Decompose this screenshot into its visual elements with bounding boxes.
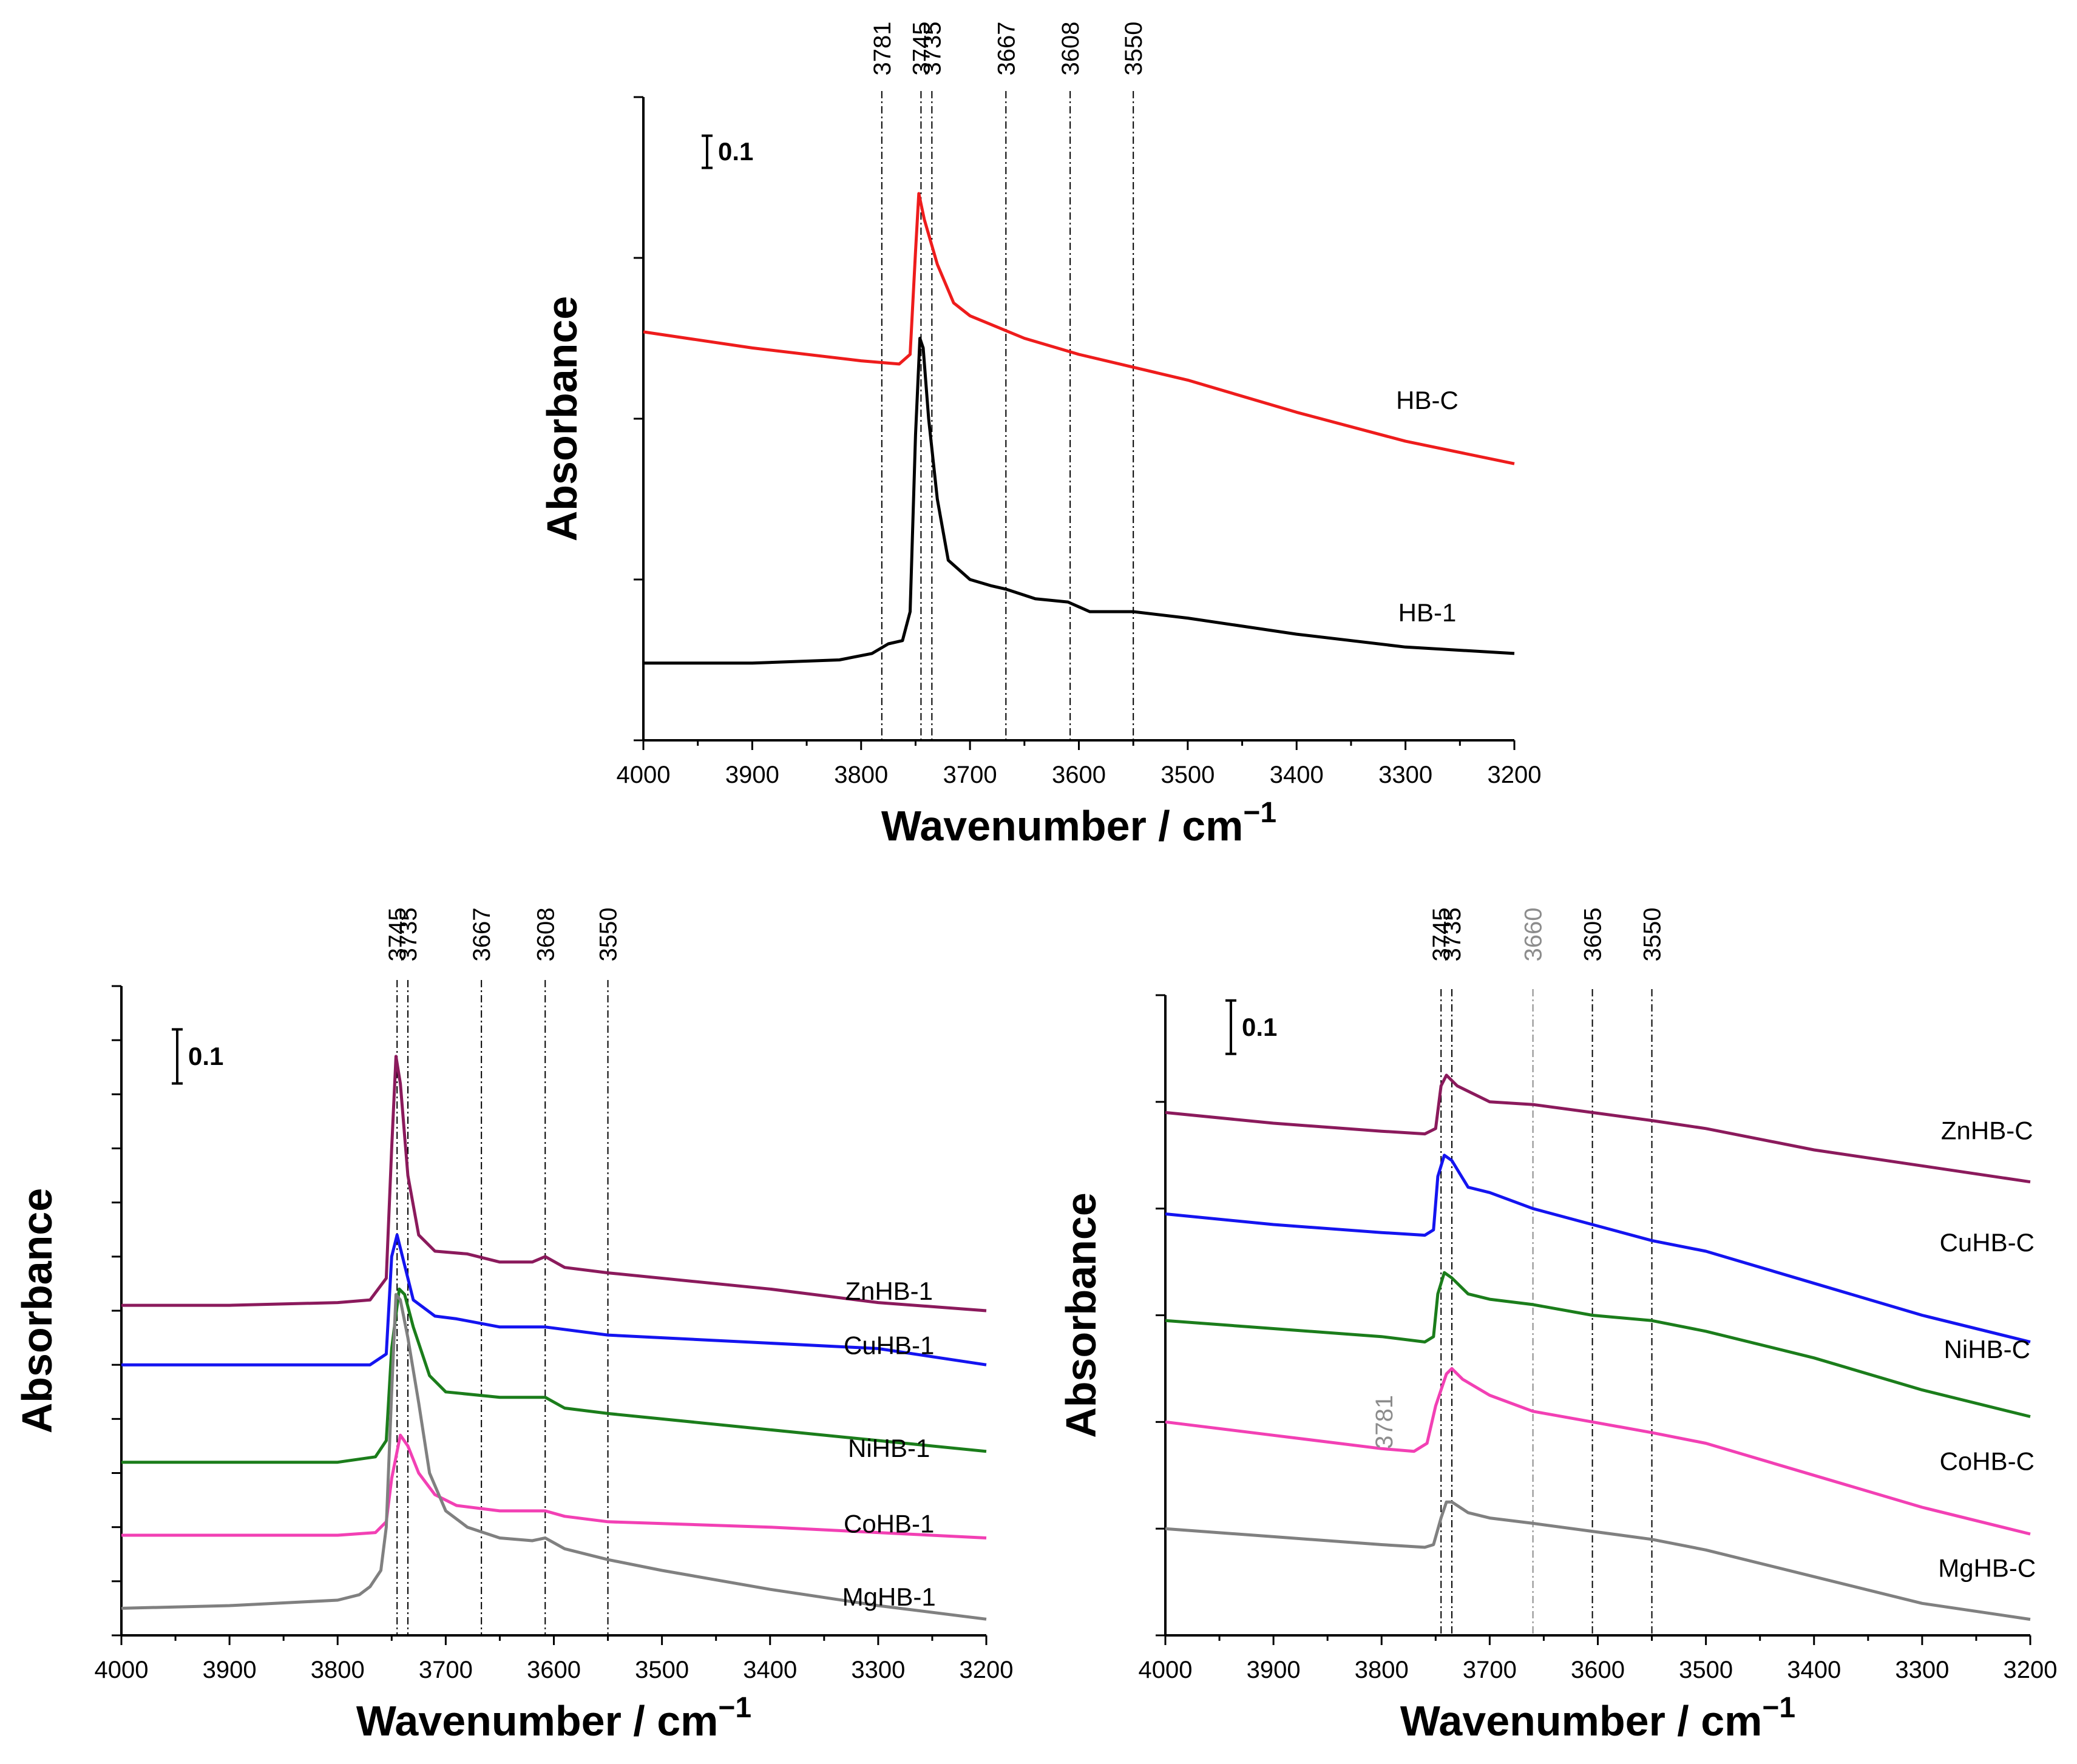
peak-label-3550: 3550: [595, 908, 622, 962]
peak-label-3781: 3781: [869, 22, 896, 76]
x-tick-label: 3600: [1052, 762, 1106, 788]
x-axis-title-text: Wavenumber / cm: [1400, 1697, 1762, 1745]
x-axis-title-text: Wavenumber / cm: [356, 1697, 718, 1745]
series-line-CoHB-1: [121, 1433, 987, 1539]
peak-label-3550: 3550: [1639, 908, 1666, 962]
peak-label-3667: 3667: [469, 908, 495, 962]
series-line-ZnHB-C: [1165, 1073, 2031, 1184]
x-tick-label: 3600: [527, 1657, 581, 1683]
series-line-ZnHB-1: [121, 1055, 987, 1313]
x-tick-label: 3500: [635, 1657, 689, 1683]
x-tick-label: 3800: [1355, 1657, 1409, 1683]
series-label-CoHB-1: CoHB-1: [844, 1510, 934, 1538]
series-label-CuHB-1: CuHB-1: [844, 1331, 934, 1359]
series-label-NiHB-C: NiHB-C: [1944, 1335, 2030, 1364]
panel-bottom-left-m-hb-1: 4000 3900 3800 3700 3600 3500 3400 3300 3200 Wave…: [13, 908, 1013, 1745]
peak-label-3608: 3608: [532, 908, 559, 962]
x-tick-label: 3500: [1160, 762, 1215, 788]
peak-label-3745: 3745: [1428, 908, 1455, 962]
peak-label-3660: 3660: [1520, 908, 1547, 962]
x-axis-title: Wavenumber / cm−1: [881, 797, 1276, 850]
x-tick-label: 3300: [851, 1657, 905, 1683]
x-tick-label: 3900: [1247, 1657, 1301, 1683]
peak-label-3735: 3735: [395, 908, 422, 962]
annotation-3781: 3781: [1371, 1395, 1398, 1449]
x-tick-label: 3700: [419, 1657, 473, 1683]
x-tick-label: 3200: [2004, 1657, 2058, 1683]
panel-bottom-right-m-hb-c: 4000 3900 3800 3700 3600 3500 3400 3300 3200 Wave…: [1057, 908, 2057, 1745]
series-line-NiHB-1: [121, 1287, 987, 1464]
peak-label-3735: 3735: [1439, 908, 1466, 962]
x-axis-title-superscript: −1: [718, 1692, 751, 1724]
x-tick-label: 3700: [943, 762, 997, 788]
x-tick-label: 3600: [1571, 1657, 1625, 1683]
x-tick-label: 3400: [1787, 1657, 1841, 1683]
scale-bar-label: 0.1: [1242, 1013, 1277, 1041]
x-tick-label: 3200: [1488, 762, 1542, 788]
x-tick-label: 3400: [1270, 762, 1324, 788]
series-label-CuHB-C: CuHB-C: [1940, 1228, 2035, 1257]
series-label-HB-1: HB-1: [1398, 598, 1457, 627]
series-line-CuHB-1: [121, 1233, 987, 1367]
x-tick-label: 3900: [725, 762, 779, 788]
peak-label-3745: 3745: [908, 22, 935, 76]
x-tick-label: 3200: [960, 1657, 1014, 1683]
series-line-HB-1: [643, 337, 1515, 665]
scale-bar-label: 0.1: [188, 1042, 223, 1070]
series-label-HB-C: HB-C: [1396, 386, 1459, 414]
y-axis-title: Absorbance: [538, 296, 586, 542]
x-tick-label: 4000: [95, 1657, 149, 1683]
peak-label-3550: 3550: [1120, 22, 1147, 76]
x-tick-label: 4000: [617, 762, 671, 788]
peak-label-3667: 3667: [993, 22, 1020, 76]
x-axis-title-superscript: −1: [1243, 797, 1276, 829]
series-label-CoHB-C: CoHB-C: [1940, 1447, 2035, 1475]
x-axis-title-text: Wavenumber / cm: [881, 802, 1243, 850]
x-tick-label: 3300: [1378, 762, 1432, 788]
series-label-MgHB-C: MgHB-C: [1938, 1553, 2036, 1582]
x-tick-label: 3800: [311, 1657, 365, 1683]
x-tick-label: 3500: [1679, 1657, 1733, 1683]
x-tick-label: 3900: [203, 1657, 257, 1683]
peak-label-3735: 3735: [919, 22, 946, 76]
series-line-NiHB-C: [1165, 1271, 2031, 1418]
panel-top-hb: 4000 3900 3800 3700 3600 3500 3400 3300 3200 Wave…: [538, 22, 1541, 850]
series-label-ZnHB-1: ZnHB-1: [845, 1277, 933, 1305]
series-line-MgHB-1: [121, 1293, 987, 1621]
peak-label-3745: 3745: [384, 908, 411, 962]
series-line-CuHB-C: [1165, 1154, 2031, 1343]
x-tick-label: 3800: [834, 762, 888, 788]
x-tick-label: 4000: [1139, 1657, 1193, 1683]
x-axis-title-superscript: −1: [1762, 1692, 1795, 1724]
scale-bar-label: 0.1: [718, 137, 753, 166]
series-label-NiHB-1: NiHB-1: [848, 1434, 930, 1462]
series-label-ZnHB-C: ZnHB-C: [1941, 1116, 2033, 1144]
x-tick-label: 3300: [1895, 1657, 1949, 1683]
y-axis-title: Absorbance: [13, 1188, 61, 1434]
series-label-MgHB-1: MgHB-1: [842, 1583, 936, 1611]
series-line-MgHB-C: [1165, 1500, 2031, 1621]
y-axis-title: Absorbance: [1057, 1192, 1105, 1438]
peak-label-3608: 3608: [1057, 22, 1084, 76]
x-tick-label: 3400: [743, 1657, 797, 1683]
peak-label-3605: 3605: [1580, 908, 1607, 962]
series-line-CoHB-C: [1165, 1367, 2031, 1536]
series-line-HB-C: [643, 192, 1515, 465]
x-axis-title: Wavenumber / cm−1: [1400, 1692, 1795, 1745]
x-axis-title: Wavenumber / cm−1: [356, 1692, 751, 1745]
x-tick-label: 3700: [1463, 1657, 1517, 1683]
